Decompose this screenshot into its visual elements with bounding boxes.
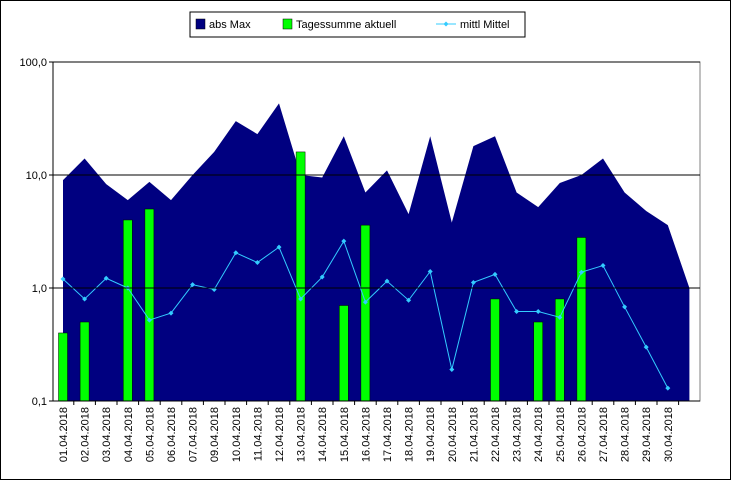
line-point xyxy=(514,308,520,314)
line-point xyxy=(168,310,174,316)
x-tick-label: 17.04.2018 xyxy=(382,407,394,462)
x-tick-label: 09.04.2018 xyxy=(209,407,221,462)
line-point xyxy=(557,314,563,320)
y-tick-label: 1,0 xyxy=(32,283,47,295)
line-point xyxy=(146,317,152,323)
line-point xyxy=(60,276,66,282)
line-point xyxy=(384,278,390,284)
marks xyxy=(58,103,690,402)
legend-label: mittl Mittel xyxy=(460,19,510,31)
line-point xyxy=(254,260,260,266)
line-point xyxy=(276,244,282,250)
bar xyxy=(555,298,565,402)
legend-swatch xyxy=(195,18,206,30)
y-tick-label: 10,0 xyxy=(26,170,47,182)
bar xyxy=(58,332,68,402)
line-point xyxy=(470,279,476,285)
x-tick-label: 19.04.2018 xyxy=(425,407,437,462)
x-tick-label: 06.04.2018 xyxy=(166,407,178,462)
bar xyxy=(144,208,155,402)
line-point xyxy=(600,263,606,269)
line-point xyxy=(298,296,304,302)
x-tick-label: 24.04.2018 xyxy=(533,407,545,462)
x-tick-label: 15.04.2018 xyxy=(339,407,351,462)
x-tick-label: 05.04.2018 xyxy=(144,407,156,462)
x-tick-label: 14.04.2018 xyxy=(317,407,329,462)
legend: abs Max Tagessumme aktuell mittl Mittel xyxy=(189,11,526,38)
y-tick-label: 100,0 xyxy=(19,57,47,69)
line-point xyxy=(578,269,584,275)
x-tick-label: 02.04.2018 xyxy=(80,407,92,462)
x-tick-label: 30.04.2018 xyxy=(663,407,675,462)
x-tick-label: 21.04.2018 xyxy=(468,407,480,462)
x-tick-label: 10.04.2018 xyxy=(231,407,243,462)
bar xyxy=(79,321,90,402)
line-point xyxy=(622,304,628,310)
line-point xyxy=(449,367,455,373)
x-tick-label: 27.04.2018 xyxy=(598,407,610,462)
legend-label: abs Max xyxy=(209,19,251,31)
x-tick-label: 13.04.2018 xyxy=(296,407,308,462)
bar xyxy=(533,321,543,402)
line-point xyxy=(362,299,368,305)
x-tick-label: 11.04.2018 xyxy=(252,407,264,461)
x-tick-label: 01.04.2018 xyxy=(58,407,70,462)
x-tick-label: 29.04.2018 xyxy=(641,407,653,462)
bar xyxy=(339,305,349,402)
line-point xyxy=(643,344,649,350)
bar xyxy=(295,151,306,402)
x-tick-label: 07.04.2018 xyxy=(188,407,200,462)
x-tick-label: 26.04.2018 xyxy=(576,407,588,462)
area xyxy=(63,103,690,402)
x-tick-label: 18.04.2018 xyxy=(404,407,416,462)
line-point xyxy=(492,271,498,277)
legend-label: Tagessumme aktuell xyxy=(296,19,396,31)
line-point xyxy=(427,268,433,274)
line-point xyxy=(665,385,671,391)
line-point xyxy=(233,250,239,256)
x-tick-label: 28.04.2018 xyxy=(620,407,632,462)
x-tick-label: 20.04.2018 xyxy=(447,407,459,462)
x-tick-label: 04.04.2018 xyxy=(123,407,135,462)
x-tick-label: 25.04.2018 xyxy=(555,407,567,462)
y-tick-label: 0,1 xyxy=(32,396,47,408)
x-tick-label: 22.04.2018 xyxy=(490,407,502,462)
line-point xyxy=(341,238,347,244)
legend-swatch xyxy=(282,18,293,30)
bar xyxy=(576,237,587,402)
line-point xyxy=(319,274,325,280)
line-point xyxy=(82,296,88,302)
legend-marker xyxy=(443,21,449,27)
legend-box xyxy=(189,11,526,38)
x-tick-label: 16.04.2018 xyxy=(360,407,372,462)
line-point xyxy=(406,297,412,303)
bar xyxy=(490,298,500,402)
x-tick-label: 03.04.2018 xyxy=(101,407,113,462)
line-point xyxy=(103,275,109,281)
line-point xyxy=(190,282,196,288)
x-tick-label: 12.04.2018 xyxy=(274,407,286,462)
x-tick-label: 23.04.2018 xyxy=(512,407,524,462)
bar xyxy=(360,224,371,402)
line-point xyxy=(535,308,541,314)
bar xyxy=(123,219,133,402)
